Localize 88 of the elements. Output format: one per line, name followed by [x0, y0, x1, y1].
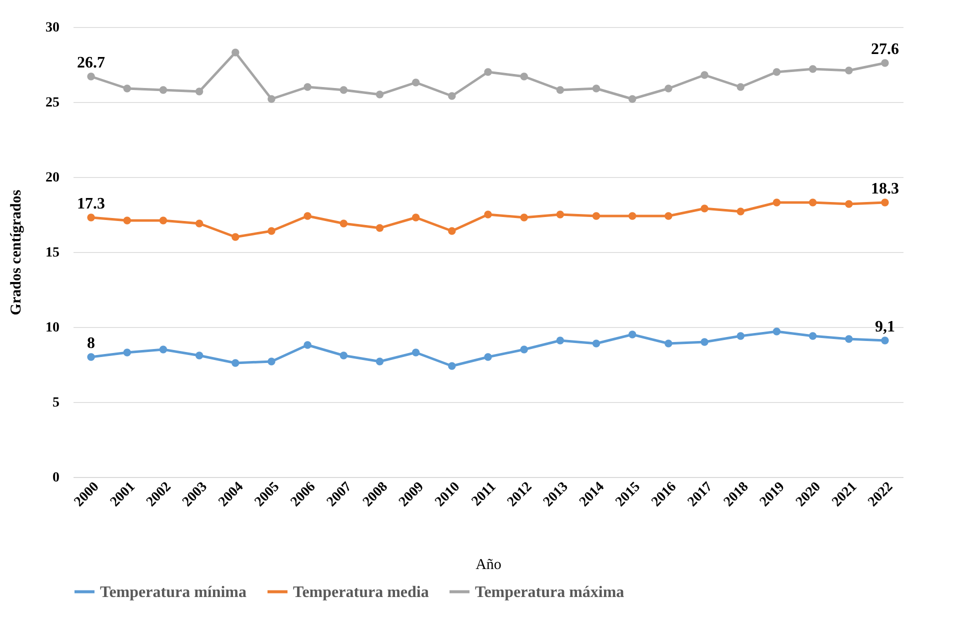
point — [736, 332, 744, 340]
point — [772, 198, 781, 206]
point — [195, 220, 204, 228]
point — [592, 340, 600, 348]
point — [520, 214, 528, 222]
point — [268, 227, 276, 235]
point — [232, 233, 240, 241]
data-label: 8 — [87, 335, 96, 352]
point — [700, 338, 708, 346]
point — [484, 68, 492, 76]
point — [844, 200, 853, 208]
point — [808, 65, 817, 73]
point — [881, 198, 889, 206]
y-tick-label: 25 — [46, 96, 60, 110]
point — [700, 71, 708, 79]
point — [340, 86, 348, 94]
point — [376, 358, 384, 366]
point — [484, 353, 492, 361]
point — [123, 216, 132, 224]
point — [340, 352, 348, 360]
legend-label: Temperatura máxima — [475, 584, 624, 601]
point — [881, 336, 889, 344]
point — [664, 340, 672, 348]
point — [772, 328, 781, 336]
point — [195, 88, 204, 96]
point — [268, 358, 276, 366]
point — [808, 198, 817, 206]
legend-label: Temperatura mínima — [100, 584, 247, 601]
point — [123, 84, 132, 92]
y-tick-label: 30 — [46, 20, 60, 36]
point — [772, 68, 781, 76]
point — [628, 330, 636, 338]
y-tick-label: 0 — [52, 470, 60, 486]
point — [808, 332, 817, 340]
data-label: 9,1 — [874, 318, 895, 336]
data-label: 18.3 — [870, 180, 899, 198]
point — [448, 227, 456, 235]
data-label: 26.7 — [77, 54, 106, 72]
point — [340, 220, 348, 228]
point — [195, 352, 204, 360]
point — [700, 204, 708, 212]
point — [376, 90, 384, 98]
data-label: 17.3 — [77, 196, 106, 212]
point — [304, 341, 312, 349]
point — [304, 212, 312, 220]
point — [628, 95, 636, 103]
point — [556, 86, 564, 94]
point — [520, 72, 528, 80]
point — [87, 72, 95, 80]
point — [448, 362, 456, 370]
point — [232, 48, 240, 56]
point — [123, 348, 132, 356]
point — [556, 210, 564, 218]
point — [844, 66, 853, 74]
point — [520, 346, 528, 354]
point — [412, 78, 420, 86]
point — [376, 224, 384, 232]
x-axis-title: Año — [476, 557, 502, 574]
x-tick-label: 2011 — [469, 480, 500, 510]
point — [159, 86, 168, 94]
point — [556, 336, 564, 344]
point — [664, 212, 672, 220]
y-tick-label: 15 — [46, 246, 60, 260]
point — [412, 348, 420, 356]
point — [881, 59, 889, 67]
point — [736, 83, 744, 91]
y-tick-label: 20 — [46, 170, 60, 186]
point — [628, 212, 636, 220]
point — [484, 210, 492, 218]
point — [664, 84, 672, 92]
y-tick-label: 10 — [46, 320, 60, 336]
point — [412, 214, 420, 222]
point — [736, 208, 744, 216]
y-axis-title: Grados centígrados — [8, 190, 24, 316]
y-tick-label: 5 — [52, 396, 60, 410]
point — [448, 92, 456, 100]
point — [592, 84, 600, 92]
point — [159, 346, 168, 354]
point — [268, 95, 276, 103]
point — [87, 214, 95, 222]
point — [87, 353, 95, 361]
point — [159, 216, 168, 224]
point — [232, 359, 240, 367]
point — [592, 212, 600, 220]
point — [844, 335, 853, 343]
legend-label: Temperatura media — [293, 584, 429, 601]
point — [304, 83, 312, 91]
data-label: 27.6 — [870, 41, 899, 58]
